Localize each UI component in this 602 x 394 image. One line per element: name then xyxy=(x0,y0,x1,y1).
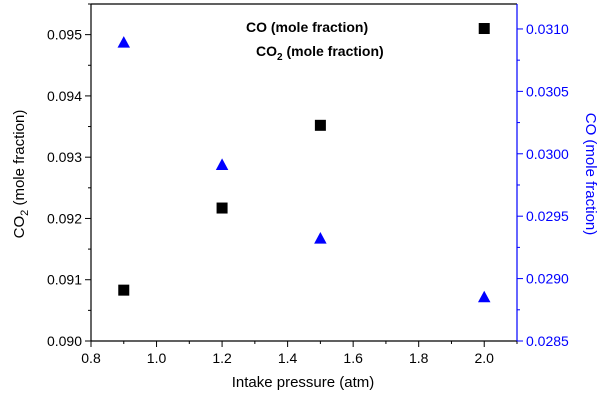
y-left-tick-label: 0.094 xyxy=(47,88,82,104)
y-right-tick-label: 0.0310 xyxy=(526,21,569,37)
y-right-tick-label: 0.0305 xyxy=(526,83,569,99)
legend-entry-co: CO (mole fraction) xyxy=(246,19,368,35)
y-left-tick-label: 0.093 xyxy=(47,149,82,165)
data-markers xyxy=(117,23,491,303)
y-left-axis-ticks: 0.090 0.091 0.092 0.093 0.094 0.095 xyxy=(47,3,91,349)
co2-square-marker xyxy=(118,284,130,296)
y-left-axis-label: CO2 (mole fraction) xyxy=(11,110,31,239)
co-triangle-marker xyxy=(117,36,131,48)
y-left-tick-label: 0.090 xyxy=(47,333,82,349)
x-axis-label: Intake pressure (atm) xyxy=(232,374,375,391)
co-triangle-marker xyxy=(215,158,229,170)
x-tick-label: 1.6 xyxy=(343,350,363,366)
x-tick-label: 2.0 xyxy=(474,350,494,366)
y-right-axis-label: CO (mole fraction) xyxy=(582,113,599,236)
co2-square-marker xyxy=(478,23,490,35)
x-tick-label: 0.8 xyxy=(81,350,101,366)
co2-square-marker xyxy=(314,119,326,131)
x-axis-ticks: 0.8 1.0 1.2 1.4 1.6 1.8 2.0 xyxy=(81,341,518,366)
y-right-tick-label: 0.0290 xyxy=(526,271,569,287)
x-tick-label: 1.4 xyxy=(278,350,298,366)
x-tick-label: 1.0 xyxy=(147,350,167,366)
co2-square-marker xyxy=(216,202,228,214)
y-left-tick-label: 0.095 xyxy=(47,27,82,43)
y-left-tick-label: 0.091 xyxy=(47,272,82,288)
y-right-axis-ticks: 0.0285 0.0290 0.0295 0.0300 0.0305 0.0310 xyxy=(517,21,569,349)
co-triangle-marker xyxy=(314,232,327,244)
y-right-tick-label: 0.0300 xyxy=(526,146,569,162)
x-tick-label: 1.2 xyxy=(212,350,232,366)
legend-entry-co2: CO2 (mole fraction) xyxy=(256,43,384,63)
legend: CO (mole fraction) CO2 (mole fraction) xyxy=(246,19,384,63)
co-triangle-marker xyxy=(477,290,491,303)
y-right-tick-label: 0.0285 xyxy=(526,333,569,349)
y-left-tick-label: 0.092 xyxy=(47,210,82,226)
x-tick-label: 1.8 xyxy=(409,350,429,366)
y-right-tick-label: 0.0295 xyxy=(526,208,569,224)
